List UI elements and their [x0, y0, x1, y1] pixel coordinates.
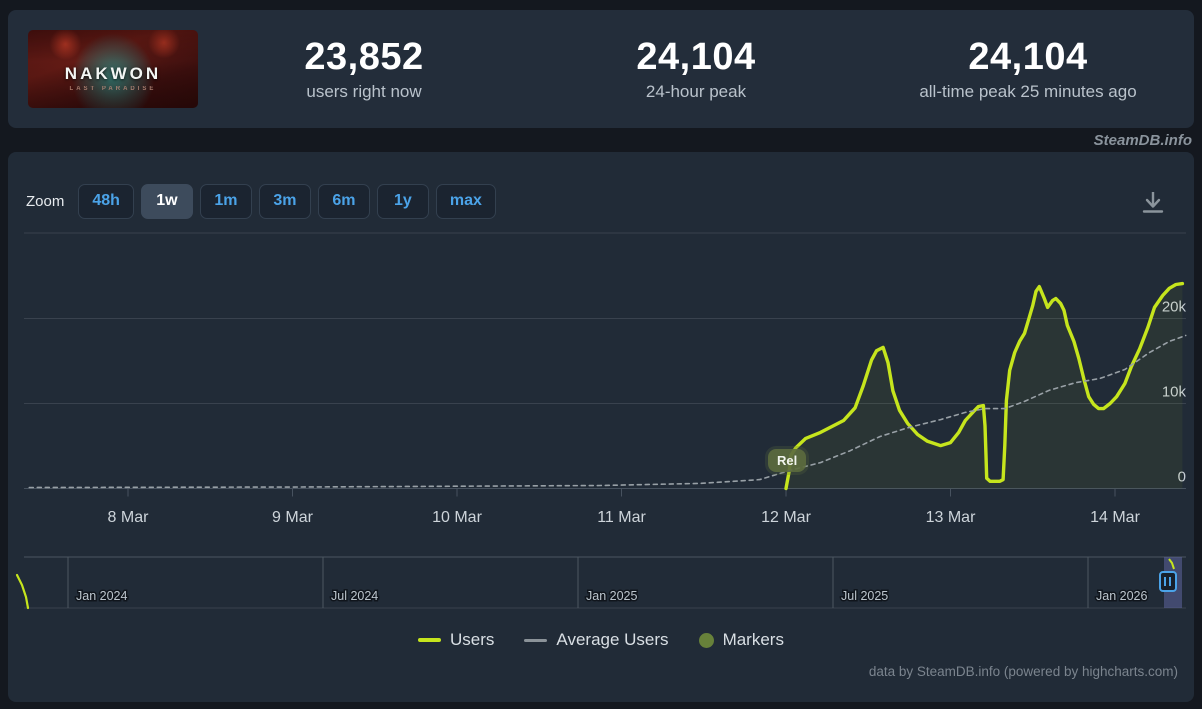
x-axis-label-13 Mar: 13 Mar — [926, 509, 976, 526]
download-icon — [1142, 192, 1164, 213]
legend-item-average-users[interactable]: Average Users — [524, 630, 669, 650]
y-axis-label-0: 0 — [1178, 469, 1186, 486]
zoom-button-1y[interactable]: 1y — [376, 183, 429, 219]
zoom-button-6m[interactable]: 6m — [317, 183, 370, 219]
stat-label: all-time peak 25 minutes ago — [919, 81, 1137, 101]
x-axis-label-12 Mar: 12 Mar — [761, 509, 811, 526]
legend-swatch — [698, 632, 714, 648]
stats-row: 23,852 users right now 24,104 24-hour peak 2… — [198, 36, 1194, 102]
users-chart[interactable]: 0 10k 20k 8 Mar 9 Mar 10 Mar 11 Mar 12 Mar 13 Ma… — [8, 152, 1194, 702]
x-axis-label-8 Mar: 8 Mar — [108, 509, 150, 526]
legend-item-users[interactable]: Users — [418, 630, 494, 650]
legend-label: Average Users — [556, 630, 669, 649]
zoom-button-48h[interactable]: 48h — [78, 183, 134, 219]
y-axis-label-20k: 20k — [1162, 299, 1187, 316]
highcharts-credit[interactable]: data by SteamDB.info (powered by highcha… — [868, 664, 1178, 679]
capsule-shade — [28, 30, 198, 108]
x-axis-label-14 Mar: 14 Mar — [1090, 509, 1140, 526]
navigator-label-Jan 2024: Jan 2024 — [76, 589, 127, 603]
navigator-label-Jan 2025: Jan 2025 — [586, 589, 637, 603]
stat-block-0: 23,852 users right now — [198, 36, 530, 102]
legend-swatch — [524, 638, 548, 642]
stat-label: users right now — [306, 81, 422, 101]
legend-item-markers[interactable]: Markers — [698, 630, 784, 650]
zoom-label: Zoom — [26, 192, 65, 210]
stat-label: 24-hour peak — [645, 81, 747, 101]
navigator-label-Jul 2024: Jul 2024 — [331, 589, 378, 603]
stat-value: 24,104 — [968, 36, 1088, 79]
stat-value: 23,852 — [304, 36, 424, 79]
stat-value: 24,104 — [636, 36, 756, 79]
download-chart-button[interactable] — [1138, 188, 1168, 218]
navigator-spark-selected — [1168, 558, 1175, 570]
steamdb-watermark: SteamDB.info — [1093, 132, 1192, 149]
series-fill-users — [786, 283, 1183, 489]
game-title: NAKWON — [64, 64, 162, 83]
legend-label: Markers — [722, 630, 784, 649]
navigator-label-Jan 2026: Jan 2026 — [1096, 589, 1147, 603]
legend-label: Users — [450, 630, 495, 649]
stats-panel: NAKWON LAST PARADISE 23,852 users right n… — [8, 10, 1194, 128]
game-subtitle: LAST PARADISE — [69, 86, 157, 92]
navigator-spark-left — [15, 573, 30, 610]
y-axis-label-10k: 10k — [1162, 384, 1187, 401]
stat-block-2: 24,104 all-time peak 25 minutes ago — [862, 36, 1194, 102]
zoom-button-max[interactable]: max — [435, 183, 496, 219]
series-line-users[interactable] — [784, 281, 1185, 491]
chart-legend: Users Average Users Markers — [8, 630, 1194, 650]
x-axis-label-11 Mar: 11 Mar — [597, 509, 646, 526]
zoom-button-1w[interactable]: 1w — [140, 183, 193, 219]
x-axis-label-9 Mar: 9 Mar — [272, 509, 314, 526]
release-marker-badge[interactable]: Rel — [768, 449, 807, 472]
navigator-handle[interactable] — [1159, 571, 1177, 592]
x-axis-label-10 Mar: 10 Mar — [432, 509, 482, 526]
navigator-label-Jul 2025: Jul 2025 — [841, 589, 888, 603]
zoom-button-1m[interactable]: 1m — [199, 183, 252, 219]
game-capsule-image[interactable]: NAKWON LAST PARADISE — [28, 30, 198, 108]
legend-swatch — [418, 638, 442, 642]
stat-block-1: 24,104 24-hour peak — [530, 36, 862, 102]
zoom-button-3m[interactable]: 3m — [258, 183, 311, 219]
zoom-toolbar: Zoom 48h 1w 1m 3m 6m 1y max — [26, 183, 503, 219]
